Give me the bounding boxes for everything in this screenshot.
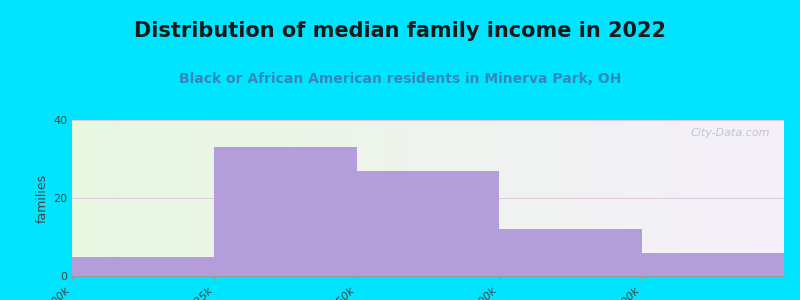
Bar — [642, 253, 784, 276]
Text: City-Data.com: City-Data.com — [690, 128, 770, 138]
Bar — [72, 256, 214, 276]
Bar — [357, 171, 499, 276]
Text: Distribution of median family income in 2022: Distribution of median family income in … — [134, 21, 666, 41]
Y-axis label: families: families — [36, 173, 49, 223]
Bar — [214, 147, 357, 276]
Bar — [499, 229, 642, 276]
Text: Black or African American residents in Minerva Park, OH: Black or African American residents in M… — [179, 72, 621, 86]
